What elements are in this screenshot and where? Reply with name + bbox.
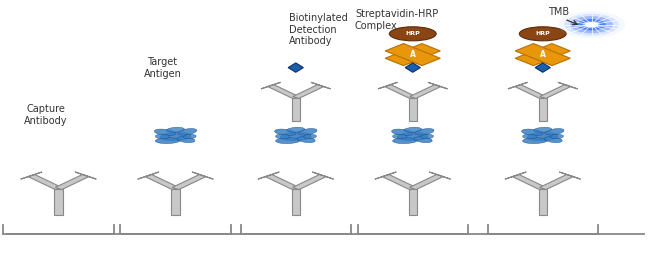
Polygon shape xyxy=(385,44,440,66)
Text: Biotinylated
Detection
Antibody: Biotinylated Detection Antibody xyxy=(289,13,348,46)
Polygon shape xyxy=(428,82,448,89)
Ellipse shape xyxy=(545,128,564,135)
Text: TMB: TMB xyxy=(549,7,569,17)
Polygon shape xyxy=(292,174,326,190)
Polygon shape xyxy=(172,174,206,190)
Polygon shape xyxy=(512,174,546,190)
Circle shape xyxy=(564,14,619,36)
Text: Capture
Antibody: Capture Antibody xyxy=(24,104,67,126)
Polygon shape xyxy=(261,82,281,89)
Polygon shape xyxy=(559,172,580,179)
Polygon shape xyxy=(268,84,299,99)
Ellipse shape xyxy=(421,134,434,139)
Ellipse shape xyxy=(276,138,300,144)
Polygon shape xyxy=(172,188,179,214)
Ellipse shape xyxy=(155,134,170,139)
Ellipse shape xyxy=(415,128,434,135)
Polygon shape xyxy=(410,84,441,99)
Ellipse shape xyxy=(274,129,296,135)
Polygon shape xyxy=(515,44,570,66)
Circle shape xyxy=(570,16,613,33)
Ellipse shape xyxy=(304,134,317,139)
Polygon shape xyxy=(145,174,179,190)
Circle shape xyxy=(585,22,598,27)
Text: Streptavidin-HRP
Complex: Streptavidin-HRP Complex xyxy=(355,9,438,31)
Ellipse shape xyxy=(177,128,197,135)
Polygon shape xyxy=(405,63,421,72)
Circle shape xyxy=(583,21,600,28)
Ellipse shape xyxy=(393,138,417,144)
Ellipse shape xyxy=(297,137,315,142)
Ellipse shape xyxy=(519,27,566,41)
Ellipse shape xyxy=(391,129,413,135)
Ellipse shape xyxy=(534,127,552,132)
Ellipse shape xyxy=(389,27,436,41)
Polygon shape xyxy=(292,188,300,214)
Ellipse shape xyxy=(276,134,290,139)
Polygon shape xyxy=(311,82,331,89)
Polygon shape xyxy=(258,172,280,179)
Polygon shape xyxy=(375,172,396,179)
Polygon shape xyxy=(540,174,573,190)
Ellipse shape xyxy=(393,134,407,139)
Polygon shape xyxy=(540,84,571,99)
Text: HRP: HRP xyxy=(406,31,420,36)
Polygon shape xyxy=(410,174,443,190)
Polygon shape xyxy=(385,84,416,99)
Ellipse shape xyxy=(523,134,537,139)
Polygon shape xyxy=(409,98,417,121)
Ellipse shape xyxy=(177,137,195,142)
Ellipse shape xyxy=(521,129,543,135)
Polygon shape xyxy=(265,174,299,190)
Polygon shape xyxy=(515,44,570,66)
Circle shape xyxy=(577,19,606,30)
Polygon shape xyxy=(505,172,526,179)
Ellipse shape xyxy=(160,132,191,141)
Polygon shape xyxy=(312,172,333,179)
Polygon shape xyxy=(429,172,450,179)
Ellipse shape xyxy=(397,132,428,141)
Polygon shape xyxy=(138,172,159,179)
Polygon shape xyxy=(292,84,324,99)
Polygon shape xyxy=(539,98,547,121)
Polygon shape xyxy=(54,188,62,214)
Ellipse shape xyxy=(287,127,305,132)
Polygon shape xyxy=(21,172,42,179)
Polygon shape xyxy=(385,44,440,66)
Polygon shape xyxy=(535,63,551,72)
Text: A: A xyxy=(410,50,416,59)
Ellipse shape xyxy=(298,128,317,135)
Ellipse shape xyxy=(155,138,180,144)
Polygon shape xyxy=(55,174,89,190)
Polygon shape xyxy=(75,172,96,179)
Ellipse shape xyxy=(183,134,196,139)
Polygon shape xyxy=(409,188,417,214)
Polygon shape xyxy=(508,82,528,89)
Ellipse shape xyxy=(404,127,422,132)
Ellipse shape xyxy=(414,137,432,142)
Polygon shape xyxy=(288,63,304,72)
Ellipse shape xyxy=(166,127,185,132)
Ellipse shape xyxy=(551,134,564,139)
Text: HRP: HRP xyxy=(536,31,550,36)
Text: Target
Antigen: Target Antigen xyxy=(144,57,181,79)
Ellipse shape xyxy=(523,138,547,144)
Polygon shape xyxy=(28,174,62,190)
Circle shape xyxy=(558,11,625,38)
Ellipse shape xyxy=(154,129,176,135)
Polygon shape xyxy=(558,82,578,89)
Polygon shape xyxy=(292,98,300,121)
Ellipse shape xyxy=(544,137,562,142)
Polygon shape xyxy=(382,174,416,190)
Polygon shape xyxy=(538,188,547,214)
Text: A: A xyxy=(540,50,546,59)
Ellipse shape xyxy=(280,132,311,141)
Ellipse shape xyxy=(527,132,558,141)
Polygon shape xyxy=(192,172,213,179)
Polygon shape xyxy=(515,84,546,99)
Polygon shape xyxy=(378,82,398,89)
